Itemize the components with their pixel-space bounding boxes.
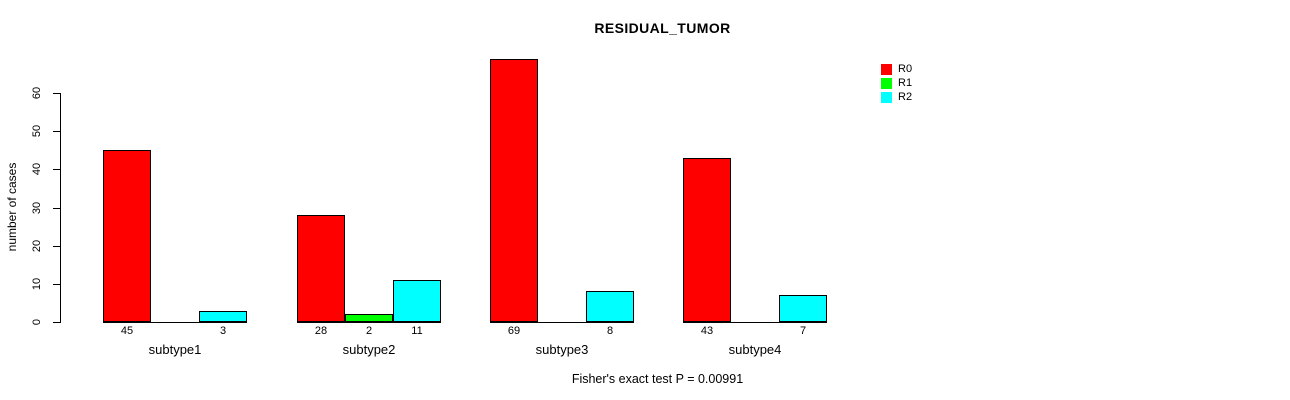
group-baseline <box>683 322 827 323</box>
y-tick-mark <box>53 246 60 247</box>
legend: R0 R1 R2 <box>881 62 912 104</box>
category-label-subtype4: subtype4 <box>728 342 782 357</box>
bar-count-label: 69 <box>507 325 521 337</box>
bar-count-label: 2 <box>365 325 373 337</box>
legend-item-r2: R2 <box>881 90 912 104</box>
y-axis-title: number of cases <box>5 162 19 252</box>
bar-count-label: 43 <box>700 325 714 337</box>
y-tick-mark <box>53 322 60 323</box>
category-label-subtype2: subtype2 <box>342 342 396 357</box>
chart-title: RESIDUAL_TUMOR <box>594 20 731 36</box>
legend-item-r0: R0 <box>881 62 912 76</box>
bar-count-label: 11 <box>411 325 423 337</box>
y-tick-label: 50 <box>31 124 43 138</box>
bar-count-label: 3 <box>219 325 227 337</box>
bar-r0-subtype2 <box>297 215 345 322</box>
category-label-subtype1: subtype1 <box>148 342 202 357</box>
y-tick-label: 20 <box>31 239 43 253</box>
group-baseline <box>490 322 634 323</box>
y-tick-label: 40 <box>31 162 43 176</box>
y-tick-mark <box>53 169 60 170</box>
bar-r2-subtype2 <box>393 280 441 322</box>
legend-swatch-r2 <box>881 91 892 103</box>
legend-label: R2 <box>898 90 913 103</box>
legend-label: R0 <box>898 62 913 75</box>
bar-r2-subtype3 <box>586 291 634 322</box>
bar-count-label: 28 <box>314 325 328 337</box>
bar-r0-subtype1 <box>103 150 151 322</box>
legend-swatch-r1 <box>881 77 892 89</box>
y-tick-mark <box>53 208 60 209</box>
bar-r0-subtype4 <box>683 158 731 322</box>
group-baseline <box>103 322 247 323</box>
y-tick-mark <box>53 93 60 94</box>
y-tick-label: 30 <box>31 201 43 215</box>
bar-count-label: 7 <box>799 325 807 337</box>
bar-r0-subtype3 <box>490 59 538 322</box>
bar-r2-subtype4 <box>779 295 827 322</box>
y-axis-line <box>60 93 61 323</box>
y-tick-label: 10 <box>31 277 43 291</box>
bar-r2-subtype1 <box>199 311 247 322</box>
y-tick-mark <box>53 131 60 132</box>
bar-count-label: 8 <box>606 325 614 337</box>
group-baseline <box>297 322 441 323</box>
legend-label: R1 <box>898 76 913 89</box>
bar-r1-subtype2 <box>345 314 393 322</box>
category-label-subtype3: subtype3 <box>535 342 589 357</box>
y-tick-label: 60 <box>31 86 43 100</box>
legend-swatch-r0 <box>881 63 892 75</box>
fisher-test-annotation: Fisher's exact test P = 0.00991 <box>571 372 744 386</box>
y-tick-mark <box>53 284 60 285</box>
y-tick-label: 0 <box>31 318 43 326</box>
bar-count-label: 45 <box>120 325 134 337</box>
legend-item-r1: R1 <box>881 76 912 90</box>
